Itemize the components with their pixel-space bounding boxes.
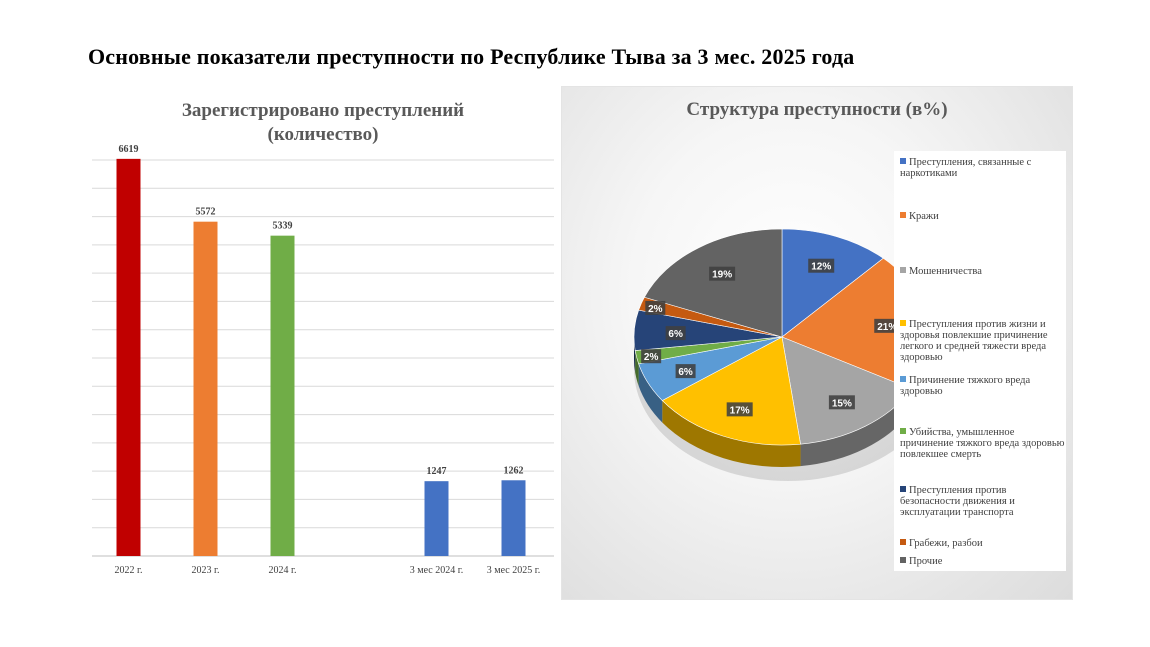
pie-slice-side <box>662 400 801 467</box>
pie-data-label-text: 2% <box>648 304 663 315</box>
bar <box>270 235 295 556</box>
bar <box>501 480 526 556</box>
pie-legend: Преступления, связанные с наркотиками Кра… <box>894 151 1066 571</box>
pie-data-label-text: 15% <box>832 398 852 409</box>
legend-item: Прочие <box>900 556 1066 567</box>
x-tick-label: 2024 г. <box>269 565 297 576</box>
pie-data-label: 6% <box>675 364 696 379</box>
legend-swatch <box>900 539 906 545</box>
legend-item: Убийства, умышленное причинение тяжкого … <box>900 427 1066 460</box>
pie-data-label-text: 12% <box>811 262 831 273</box>
legend-swatch <box>900 212 906 218</box>
legend-item: Преступления против безопасности движени… <box>900 485 1066 518</box>
legend-label: Грабежи, разбои <box>909 538 983 549</box>
pie-slice <box>643 228 783 338</box>
pie-data-label-text: 17% <box>730 405 750 416</box>
pie-slice-side <box>635 350 639 386</box>
bar-data-label: 1247 <box>427 466 447 477</box>
pie-chart-panel: 12% 21% 15% 17% 6% 2% 6% 2% 19% Структура престу… <box>561 86 1073 600</box>
x-tick-label: 2022 г. <box>115 565 143 576</box>
bar <box>116 158 141 557</box>
pie-data-label: 6% <box>665 326 686 341</box>
pie-slice-side <box>638 363 663 423</box>
bar-chart-title: Зарегистрировано преступлений <box>182 100 464 121</box>
legend-item: Кражи <box>900 211 1066 222</box>
pie-slice <box>781 228 884 338</box>
legend-label: Преступления против жизни и здоровья пов… <box>900 319 1048 363</box>
bar-data-label: 5339 <box>273 221 293 232</box>
pie-data-label-text: 21% <box>877 322 897 333</box>
x-tick-label: 3 мес 2024 г. <box>410 565 463 576</box>
legend-item: Преступления против жизни и здоровья пов… <box>900 319 1066 363</box>
legend-swatch <box>900 158 906 164</box>
legend-label: Мошенничества <box>909 266 982 277</box>
pie-chart-title: Структура преступности (в%) <box>686 99 948 120</box>
pie-data-label: 21% <box>874 318 901 333</box>
legend-label: Кражи <box>909 211 939 222</box>
bar-chart: Зарегистрировано преступлений (количество… <box>92 100 554 576</box>
legend-item: Преступления, связанные с наркотиками <box>900 157 1066 179</box>
x-tick-label: 3 мес 2025 г. <box>487 565 540 576</box>
legend-item: Причинение тяжкого вреда здоровью <box>900 375 1066 397</box>
pie-chart: 12% 21% 15% 17% 6% 2% 6% 2% 19% <box>633 228 942 481</box>
pie-slice <box>661 336 801 446</box>
legend-label: Убийства, умышленное причинение тяжкого … <box>900 427 1065 460</box>
x-tick-label: 2023 г. <box>192 565 220 576</box>
legend-swatch <box>900 376 906 382</box>
bar-chart-subtitle: (количество) <box>268 124 379 145</box>
bar <box>193 221 218 556</box>
bar <box>424 481 449 556</box>
legend-swatch <box>900 267 906 273</box>
pie-data-label-text: 2% <box>644 352 659 363</box>
bar-data-label: 6619 <box>119 144 139 155</box>
pie-data-label: 19% <box>709 266 736 281</box>
pie-data-label: 2% <box>641 349 662 364</box>
pie-data-label-text: 6% <box>678 367 693 378</box>
legend-label: Прочие <box>909 556 943 567</box>
legend-item: Мошенничества <box>900 266 1066 277</box>
pie-data-label: 12% <box>808 258 835 273</box>
legend-swatch <box>900 486 906 492</box>
pie-slice-side <box>800 389 912 467</box>
legend-item: Грабежи, разбои <box>900 538 1066 549</box>
legend-swatch <box>900 428 906 434</box>
pie-data-label: 17% <box>726 402 753 417</box>
bar-data-label: 1262 <box>504 465 524 476</box>
pie-data-label: 2% <box>645 300 666 315</box>
pie-data-label-text: 19% <box>712 270 732 281</box>
pie-data-label: 15% <box>828 395 855 410</box>
pie-data-label-text: 6% <box>668 329 683 340</box>
page-title: Основные показатели преступности по Респ… <box>88 44 855 69</box>
legend-swatch <box>900 320 906 326</box>
legend-label: Преступления против безопасности движени… <box>900 485 1015 518</box>
legend-swatch <box>900 557 906 563</box>
bar-data-label: 5572 <box>196 207 216 218</box>
legend-label: Причинение тяжкого вреда здоровью <box>900 375 1031 397</box>
legend-label: Преступления, связанные с наркотиками <box>900 157 1032 179</box>
